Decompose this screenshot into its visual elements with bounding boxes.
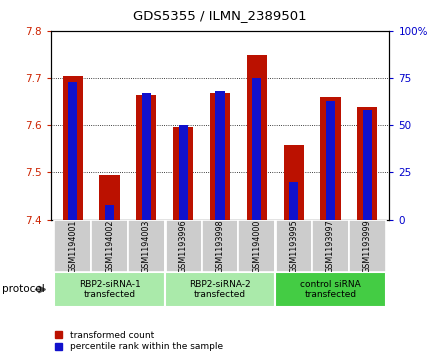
Text: GSM1194001: GSM1194001 — [68, 219, 77, 273]
Text: GSM1193997: GSM1193997 — [326, 219, 335, 273]
Bar — [173, 127, 193, 220]
Text: GDS5355 / ILMN_2389501: GDS5355 / ILMN_2389501 — [133, 9, 307, 22]
Text: GSM1193996: GSM1193996 — [179, 219, 188, 273]
Bar — [202, 220, 238, 272]
Bar — [349, 220, 386, 272]
Text: GSM1193999: GSM1193999 — [363, 219, 372, 273]
Text: RBP2-siRNA-1
transfected: RBP2-siRNA-1 transfected — [79, 280, 140, 299]
Bar — [105, 204, 114, 220]
Bar — [210, 93, 230, 220]
Text: GSM1194003: GSM1194003 — [142, 219, 151, 273]
Bar — [275, 272, 386, 307]
Bar — [62, 76, 83, 220]
Bar — [68, 82, 77, 220]
Bar — [247, 56, 267, 220]
Bar — [54, 272, 165, 307]
Bar — [252, 78, 261, 220]
Bar — [179, 125, 188, 220]
Bar — [357, 107, 378, 220]
Bar — [326, 101, 335, 220]
Text: RBP2-siRNA-2
transfected: RBP2-siRNA-2 transfected — [189, 280, 251, 299]
Bar — [312, 220, 349, 272]
Bar — [128, 220, 165, 272]
Bar — [283, 145, 304, 220]
Text: control siRNA
transfected: control siRNA transfected — [300, 280, 361, 299]
Text: protocol: protocol — [2, 285, 45, 294]
Bar — [320, 97, 341, 220]
Bar — [142, 93, 151, 220]
Bar — [165, 272, 275, 307]
Bar — [275, 220, 312, 272]
Text: GSM1194002: GSM1194002 — [105, 219, 114, 273]
Text: GSM1193998: GSM1193998 — [216, 219, 224, 273]
Text: GSM1194000: GSM1194000 — [252, 219, 261, 273]
Bar — [165, 220, 202, 272]
Bar — [54, 220, 91, 272]
Bar — [238, 220, 275, 272]
Legend: transformed count, percentile rank within the sample: transformed count, percentile rank withi… — [55, 331, 223, 351]
Bar — [216, 91, 224, 220]
Bar — [99, 175, 120, 220]
Text: GSM1193995: GSM1193995 — [289, 219, 298, 273]
Bar — [136, 95, 157, 220]
Bar — [91, 220, 128, 272]
Bar — [289, 182, 298, 220]
Bar — [363, 110, 372, 220]
